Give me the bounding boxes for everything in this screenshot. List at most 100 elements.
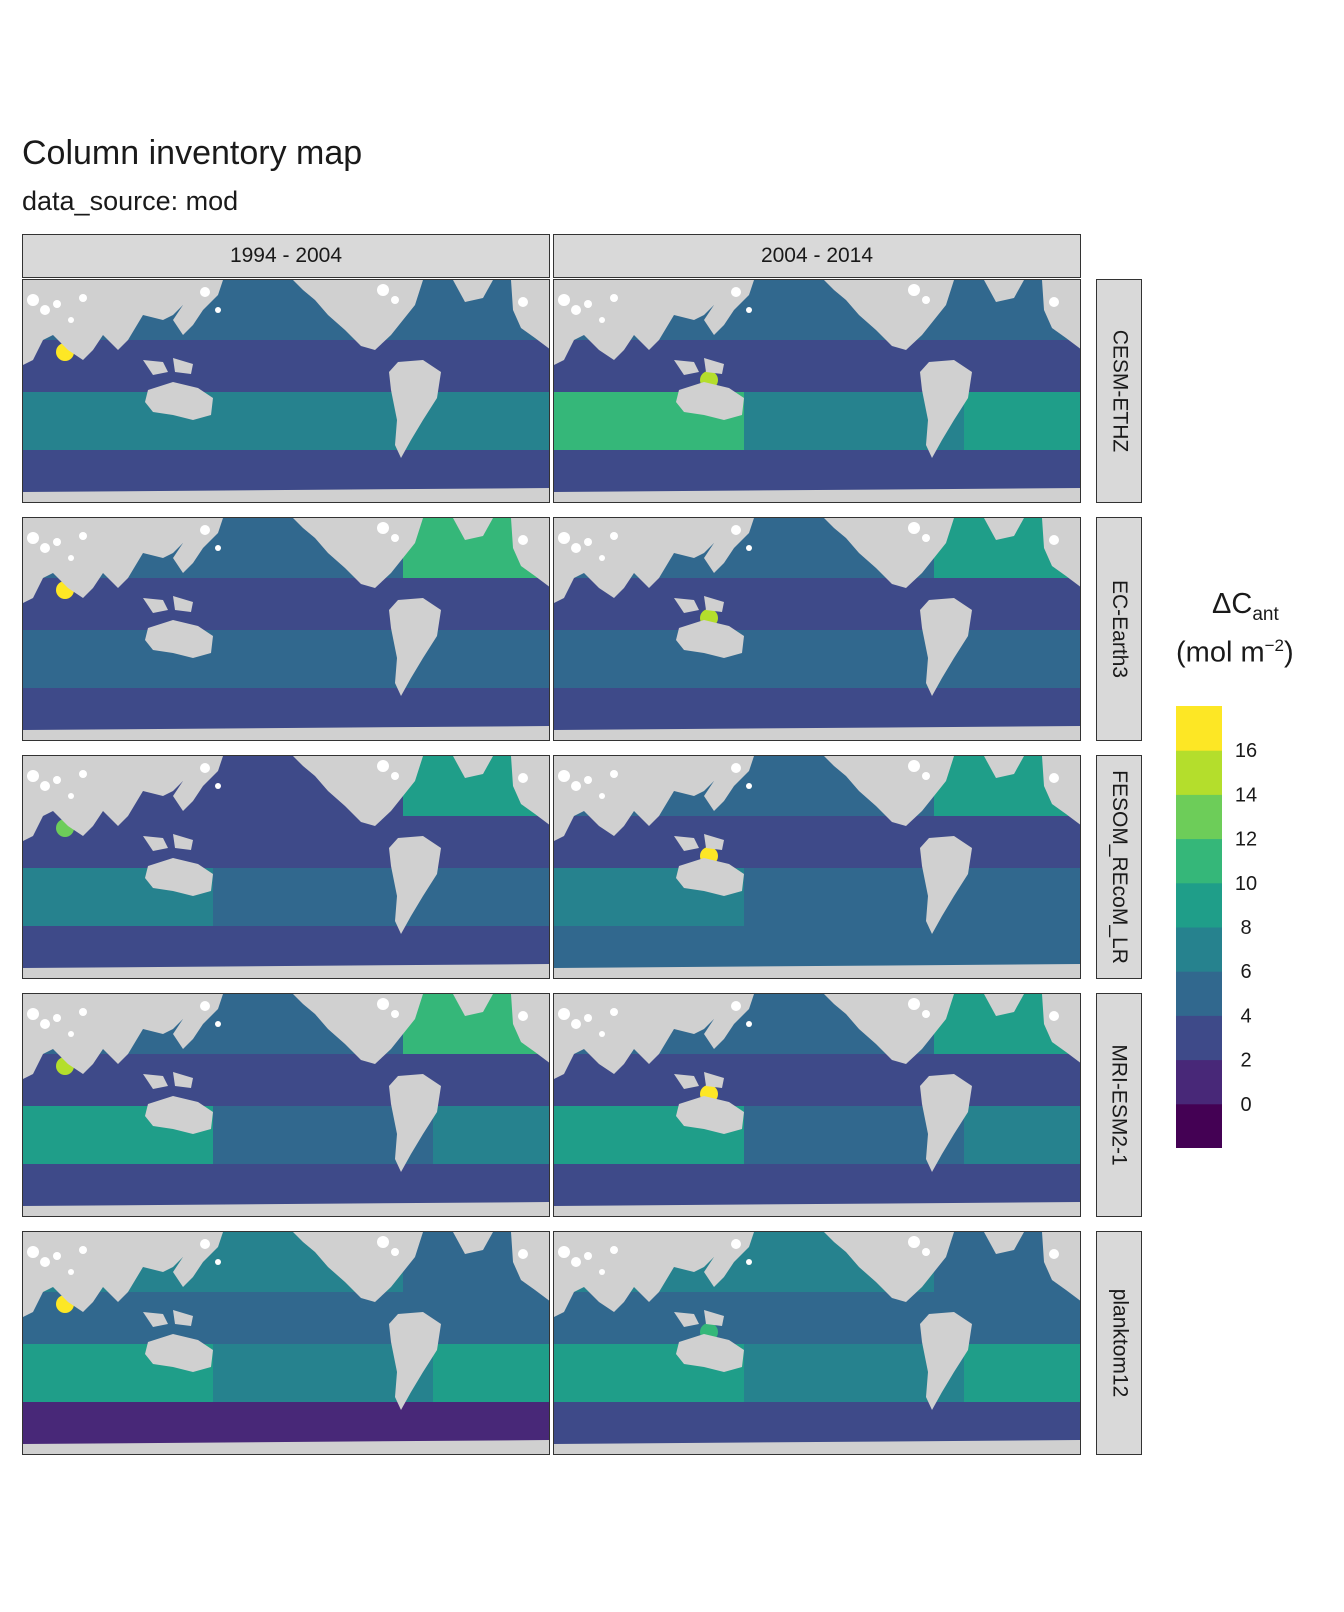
land-mass	[511, 756, 549, 825]
land-mass	[984, 994, 1024, 1016]
land-mass	[674, 1312, 699, 1327]
ocean-region-south-atlantic	[964, 1342, 1080, 1402]
land-mass	[674, 598, 699, 613]
land-mass	[173, 994, 223, 1049]
land-mass	[293, 994, 423, 1064]
chart-title: Column inventory map	[22, 134, 363, 172]
land-mass	[554, 994, 719, 1079]
colorbar-step	[1176, 838, 1222, 884]
land-mass	[389, 1074, 441, 1172]
land-mass	[143, 1312, 168, 1327]
sea-ice-patch	[377, 1236, 389, 1248]
sea-ice-patch	[79, 1008, 87, 1016]
sea-ice-patch	[571, 1019, 581, 1029]
sea-ice-patch	[610, 1008, 618, 1016]
land-mass	[676, 1334, 744, 1372]
land-mass	[453, 1232, 493, 1254]
sea-ice-patch	[922, 1010, 930, 1018]
sea-ice-patch	[610, 294, 618, 302]
land-mass	[920, 1312, 972, 1410]
ocean-region-south-atlantic	[964, 1104, 1080, 1164]
facet-row-label: planktom12	[1108, 1288, 1132, 1398]
land-mass	[1042, 756, 1080, 825]
land-mass	[674, 1074, 699, 1089]
sea-ice-patch	[40, 305, 50, 315]
map-panel	[553, 993, 1081, 1217]
land-mass	[554, 518, 719, 603]
sea-ice-patch	[27, 532, 39, 544]
ocean-map	[23, 1232, 549, 1454]
sea-ice-patch	[610, 770, 618, 778]
land-mass	[511, 280, 549, 349]
land-mass	[145, 1334, 213, 1372]
facet-row-label: FESOM_REcoM_LR	[1108, 770, 1131, 964]
land-mass	[704, 1072, 724, 1088]
sea-ice-patch	[610, 1246, 618, 1254]
colorbar-tick-label: 6	[1240, 961, 1251, 983]
sea-ice-patch	[377, 522, 389, 534]
sea-ice-patch	[584, 300, 592, 308]
sea-ice-patch	[558, 1008, 570, 1020]
ocean-map	[23, 994, 549, 1216]
ocean-region-tropics	[554, 338, 1080, 392]
land-mass	[554, 1440, 1080, 1454]
sea-ice-patch	[908, 284, 920, 296]
land-mass	[704, 518, 754, 573]
sea-ice-patch	[922, 534, 930, 542]
map-panel	[553, 1231, 1081, 1455]
sea-ice-patch	[40, 1257, 50, 1267]
sea-ice-patch	[377, 284, 389, 296]
facet-row-strip-2: EC-Earth3	[1096, 517, 1142, 741]
land-mass	[145, 858, 213, 896]
colorbar-step	[1176, 706, 1222, 751]
ocean-map	[23, 518, 549, 740]
sea-ice-patch	[571, 1257, 581, 1267]
sea-ice-patch	[922, 1248, 930, 1256]
sea-ice-patch	[68, 317, 74, 323]
land-mass	[676, 858, 744, 896]
sea-ice-patch	[584, 1252, 592, 1260]
sea-ice-patch	[1049, 297, 1059, 307]
colorbar-legend: ΔCant (mol m−2) 0 2 4 6 8 10 12 14 16	[1176, 588, 1341, 1148]
sea-ice-patch	[27, 294, 39, 306]
land-mass	[453, 518, 493, 540]
sea-ice-patch	[391, 534, 399, 542]
facet-column-strip-2: 2004 - 2014	[553, 234, 1081, 278]
map-panel	[22, 517, 550, 741]
land-mass	[143, 1074, 168, 1089]
ocean-region-south-atlantic	[433, 628, 549, 688]
land-mass	[554, 756, 719, 841]
ocean-region-tropics	[23, 1290, 549, 1344]
sea-ice-patch	[53, 776, 61, 784]
ocean-region-tropics	[554, 576, 1080, 630]
sea-ice-patch	[558, 532, 570, 544]
colorbar-tick-label: 0	[1240, 1094, 1251, 1116]
ocean-region-south-atlantic	[964, 628, 1080, 688]
land-mass	[676, 620, 744, 658]
land-mass	[23, 726, 549, 740]
land-mass	[23, 964, 549, 978]
ocean-region-south-atlantic	[433, 390, 549, 450]
ocean-region-tropics	[554, 814, 1080, 868]
sea-ice-patch	[215, 1259, 221, 1265]
sea-ice-patch	[558, 770, 570, 782]
colorbar-step	[1176, 927, 1222, 972]
land-mass	[143, 360, 168, 375]
sea-ice-patch	[377, 998, 389, 1010]
land-mass	[23, 994, 188, 1079]
sea-ice-patch	[731, 1239, 741, 1249]
land-mass	[389, 360, 441, 458]
land-mass	[704, 358, 724, 374]
sea-ice-patch	[79, 1246, 87, 1254]
land-mass	[453, 994, 493, 1016]
land-mass	[984, 280, 1024, 302]
land-mass	[920, 360, 972, 458]
land-mass	[143, 598, 168, 613]
colorbar-tick-label: 2	[1240, 1050, 1251, 1072]
land-mass	[389, 598, 441, 696]
land-mass	[984, 518, 1024, 540]
ocean-region-south-atlantic	[433, 1104, 549, 1164]
facet-row-strip-1: CESM-ETHZ	[1096, 279, 1142, 503]
sea-ice-patch	[599, 1269, 605, 1275]
land-mass	[554, 1232, 719, 1317]
